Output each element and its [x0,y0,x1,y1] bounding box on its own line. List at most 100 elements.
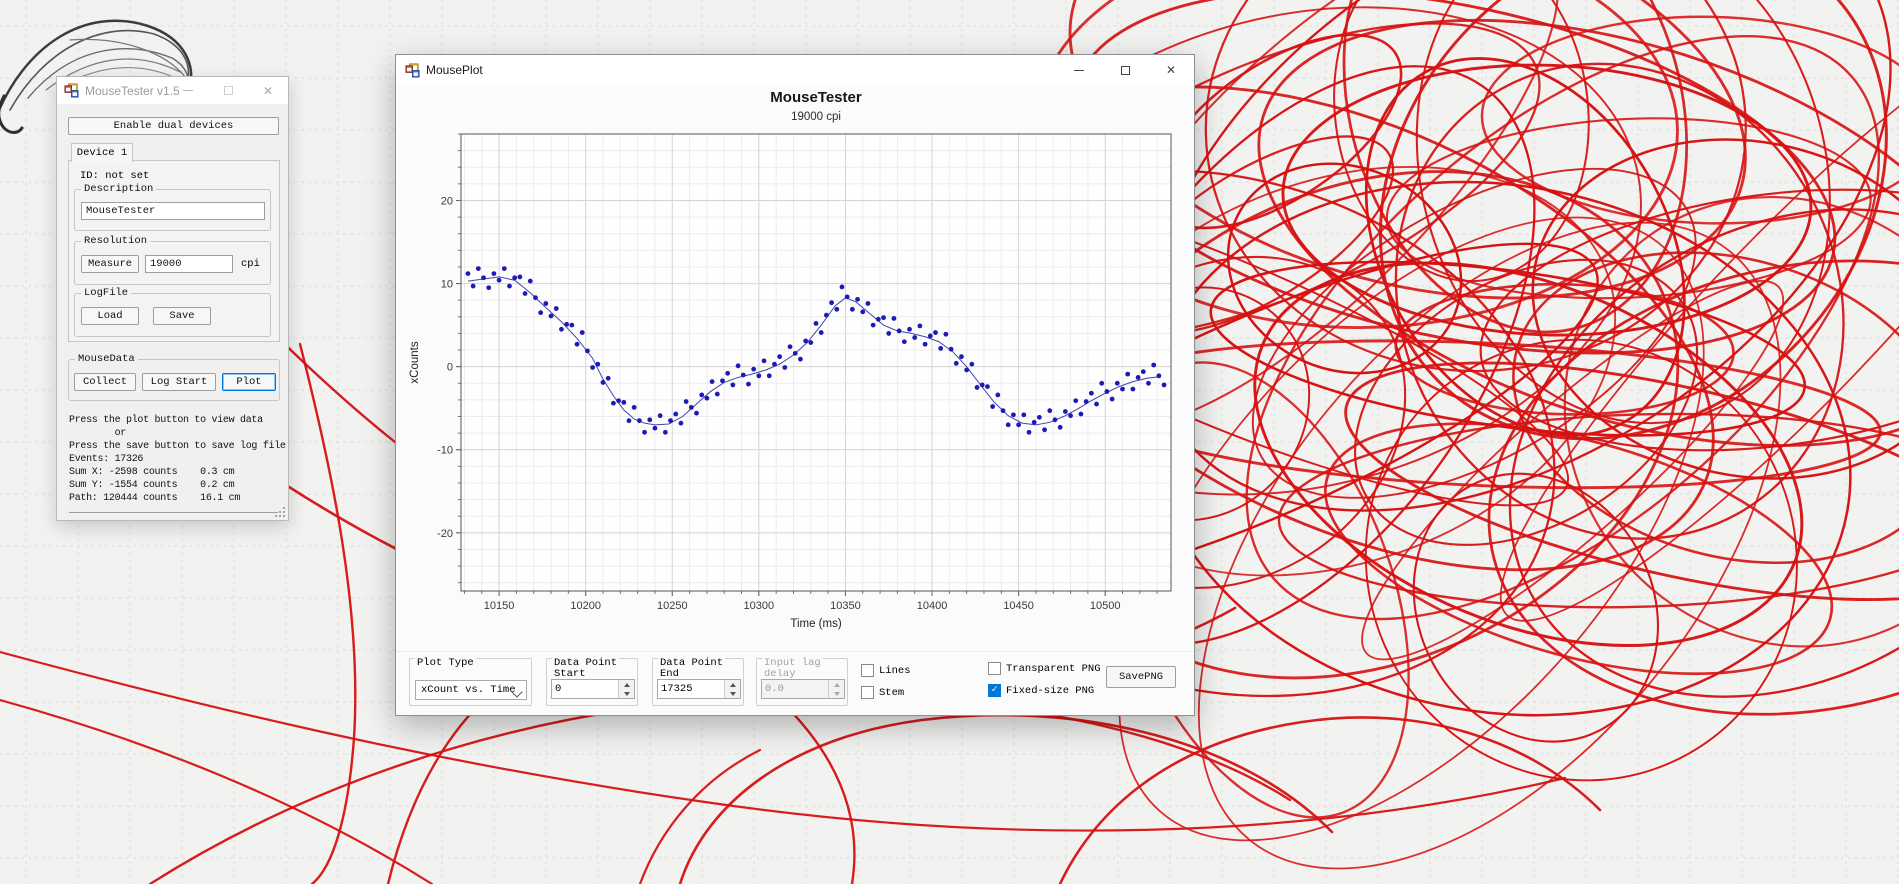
minimize-button[interactable] [168,77,208,104]
resolution-input[interactable] [145,255,233,273]
measure-button[interactable]: Measure [81,255,139,273]
lines-checkbox[interactable] [861,664,874,677]
tab-device1[interactable]: Device 1 [71,143,133,162]
mouseplot-titlebar[interactable]: MousePlot ✕ [396,55,1194,85]
data-point-start-label: Data Point [552,657,620,669]
svg-text:-20: -20 [437,528,453,540]
plot-button[interactable]: Plot [222,373,276,391]
svg-text:10450: 10450 [1003,600,1034,612]
app-icon [405,62,420,78]
description-groupbox: Description [74,183,271,231]
log-start-button[interactable]: Log Start [142,373,216,391]
status-line: Press the plot button to view data [69,415,263,426]
logfile-group-label: LogFile [81,287,132,299]
spin-down-button [829,689,844,698]
chart-subtitle: 19000 cpi [791,111,841,123]
resolution-group-label: Resolution [81,235,151,247]
fixed-size-png-checkbox[interactable]: ✓ [988,684,1001,697]
arrow-up-icon [833,682,840,687]
window-title: MousePlot [426,63,483,77]
chart-title: MouseTester [770,89,862,106]
data-point-start-spinner [551,679,635,699]
spin-down-button[interactable] [725,689,740,698]
device1-tab-panel: ID: not set Description Resolution Measu… [68,160,280,342]
close-button[interactable]: ✕ [248,77,288,104]
enable-dual-devices-button[interactable]: Enable dual devices [68,117,279,135]
description-input[interactable] [81,202,265,220]
minimize-icon [183,90,193,91]
status-line: Events: 17326 [69,454,144,465]
stem-label: Stem [879,686,905,699]
data-point-end-label: Data Point [658,657,726,669]
data-point-start-group: Data Point Start [546,657,638,706]
collect-button[interactable]: Collect [74,373,136,391]
data-point-end-group: Data Point End [652,657,744,706]
input-lag-group: Input lag delay [756,657,848,706]
stem-checkbox[interactable] [861,686,874,699]
lines-checkbox-row[interactable]: Lines [861,664,911,677]
status-line: Path: 120444 counts 16.1 cm [69,493,241,504]
status-line: or [69,428,127,439]
app-icon [64,83,79,98]
mouseplot-window: MousePlot ✕ MouseTester 19000 cpi 10150 1… [395,54,1195,716]
mousetester-titlebar[interactable]: MouseTester v1.5 ✕ [57,77,288,104]
data-point-end-input[interactable] [658,680,730,698]
svg-text:10500: 10500 [1090,600,1121,612]
save-button[interactable]: Save [153,307,211,325]
device-id-label: ID: not set [80,170,150,182]
minimize-button[interactable] [1056,55,1102,85]
cpi-label: cpi [241,258,260,270]
input-lag-spinner [761,679,845,699]
fixed-size-png-label: Fixed-size PNG [1006,684,1095,697]
resolution-groupbox: Resolution Measure cpi [74,235,271,285]
stem-checkbox-row[interactable]: Stem [861,686,904,699]
transparent-png-label: Transparent PNG [1006,662,1101,675]
maximize-button[interactable] [208,77,248,104]
svg-text:10: 10 [441,279,453,291]
lines-label: Lines [879,664,911,677]
data-point-start-input[interactable] [552,680,624,698]
svg-text:-10: -10 [437,445,453,457]
svg-text:10300: 10300 [744,600,775,612]
data-point-start-sublabel: Start [554,668,586,680]
mousetester-window: MouseTester v1.5 ✕ Enable dual devices D… [56,76,289,521]
resize-grip[interactable] [275,507,285,517]
svg-text:10150: 10150 [484,600,515,612]
status-line: Sum Y: -1554 counts 0.2 cm [69,480,235,491]
description-group-label: Description [81,183,157,195]
input-lag-label: Input lag [762,657,823,669]
status-line: Press the save button to save log file [69,441,286,452]
svg-text:xCounts: xCounts [409,341,421,383]
mousedata-groupbox: MouseData Collect Log Start Plot [68,353,280,401]
mouseplot-chart: 10150 10200 10250 10300 10350 10400 10450 10500… [409,133,1172,630]
transparent-png-checkbox-row[interactable]: Transparent PNG [988,662,1101,675]
svg-text:0: 0 [447,362,453,374]
plot-type-value: xCount vs. Time [421,684,516,696]
transparent-png-checkbox[interactable] [988,662,1001,675]
maximize-button[interactable] [1102,55,1148,85]
plot-footer: Plot Type xCount vs. Time Data Point Sta… [396,651,1194,718]
logfile-groupbox: LogFile Load Save [74,287,271,337]
minimize-icon [1074,69,1084,71]
plot-type-combobox[interactable]: xCount vs. Time [415,680,527,700]
close-button[interactable]: ✕ [1148,55,1194,85]
input-lag-input [762,680,834,698]
arrow-up-icon [729,682,736,687]
svg-text:Time (ms): Time (ms) [790,618,841,630]
load-button[interactable]: Load [81,307,139,325]
maximize-icon [1120,65,1130,75]
svg-text:10200: 10200 [570,600,601,612]
data-point-end-sublabel: End [660,668,679,680]
save-png-button[interactable]: SavePNG [1106,666,1176,688]
svg-text:10250: 10250 [657,600,688,612]
arrow-down-icon [623,691,630,696]
close-icon: ✕ [1165,63,1177,77]
svg-text:10350: 10350 [830,600,861,612]
window-title: MouseTester v1.5 [85,83,180,98]
spin-down-button[interactable] [619,689,634,698]
fixed-size-png-checkbox-row[interactable]: ✓ Fixed-size PNG [988,684,1094,697]
status-line: Sum X: -2598 counts 0.3 cm [69,467,235,478]
svg-text:10400: 10400 [917,600,948,612]
maximize-icon [223,86,233,95]
input-lag-sublabel: delay [764,668,796,680]
